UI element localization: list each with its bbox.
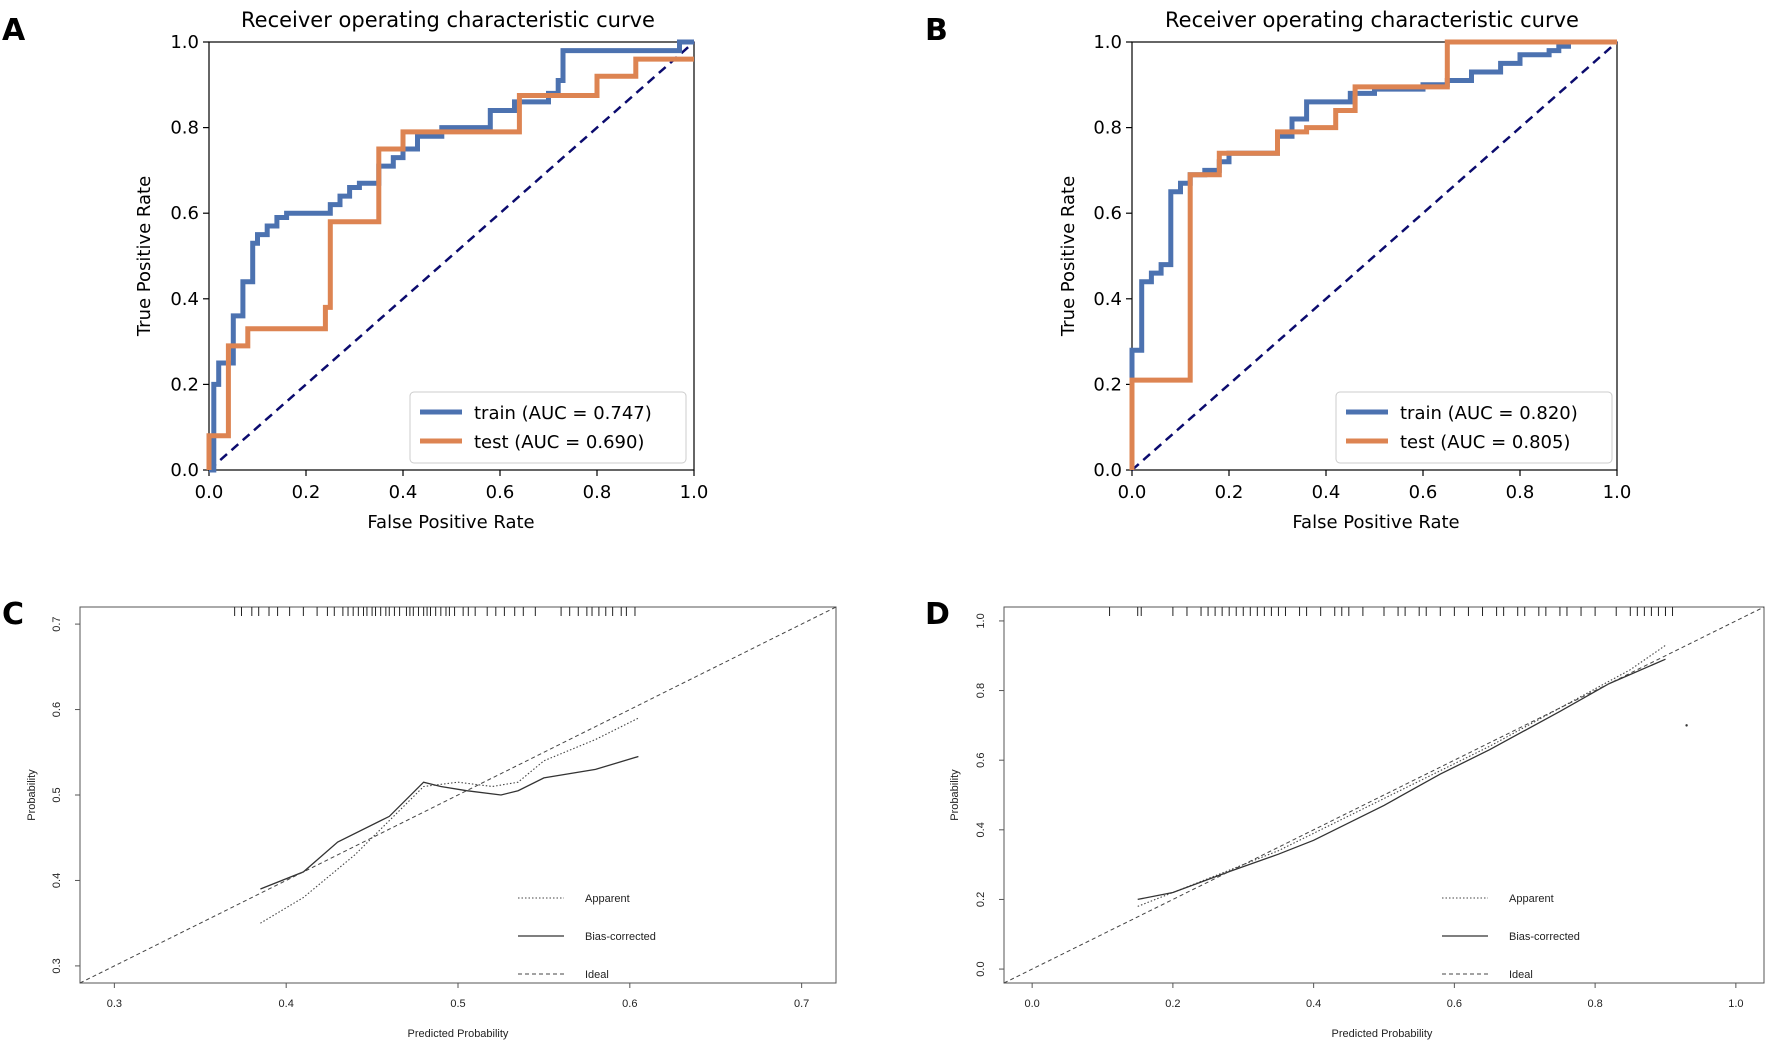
legend-label-bias-corrected: Bias-corrected (1509, 931, 1580, 943)
chance-diagonal-line (208, 41, 695, 471)
x-axis-label: Predicted Probability (1332, 1028, 1433, 1040)
x-tick-label: 1.0 (1603, 482, 1632, 503)
y-tick-label: 0.6 (51, 702, 63, 717)
y-tick-label: 1.0 (1093, 32, 1122, 53)
calibration-line-ideal (79, 606, 837, 984)
y-tick-label: 0.6 (975, 753, 987, 768)
y-tick-label: 0.8 (170, 118, 199, 139)
x-tick-label: 0.0 (1024, 998, 1039, 1010)
x-tick-label: 0.4 (389, 482, 418, 503)
legend-label-train: train (AUC = 0.820) (1400, 403, 1578, 424)
y-tick-label: 1.0 (975, 613, 987, 628)
x-tick-label: 0.6 (622, 998, 637, 1010)
roc-line-test (1129, 39, 1617, 470)
y-tick-label: 0.2 (975, 892, 987, 907)
legend-label-ideal: Ideal (1509, 969, 1533, 981)
calibration-chart-c: 0.3 0.4 0.5 0.6 0.7 0.3 0.4 0.5 0.6 0.7 Predicted… (26, 606, 837, 1040)
y-tick-label: 0.8 (975, 683, 987, 698)
y-tick-label: 0.4 (51, 873, 63, 888)
y-tick-label: 0.0 (1093, 460, 1122, 481)
legend-label-apparent: Apparent (1509, 893, 1554, 905)
roc-chart-b: Receiver operating characteristic curve … (1058, 8, 1631, 533)
y-tick-label: 0.2 (1093, 374, 1122, 395)
x-tick-label: 0.8 (1506, 482, 1535, 503)
roc-line-train (1129, 39, 1617, 470)
y-axis-label: True Positive Rate (1058, 176, 1079, 337)
x-axis-label: False Positive Rate (1292, 512, 1459, 533)
calibration-line-bias-corrected (260, 755, 639, 890)
legend-box (409, 391, 687, 464)
panel-letter-c: C (2, 597, 24, 632)
chart-title: Receiver operating characteristic curve (241, 8, 655, 32)
x-tick-label: 0.0 (1118, 482, 1147, 503)
legend-label-ideal: Ideal (585, 969, 609, 981)
roc-line-test (206, 56, 694, 470)
y-axis-label: Probability (26, 769, 38, 821)
y-tick-label: 0.4 (975, 822, 987, 837)
y-tick-label: 0.4 (170, 289, 199, 310)
y-tick-label: 0.6 (170, 203, 199, 224)
x-tick-label: 1.0 (1728, 998, 1743, 1010)
x-tick-label: 0.7 (794, 998, 809, 1010)
calibration-line-ideal (1003, 606, 1765, 984)
x-tick-label: 0.0 (195, 482, 224, 503)
plot-frame (208, 41, 695, 471)
x-tick-label: 0.6 (1447, 998, 1462, 1010)
y-tick-label: 0.8 (1093, 118, 1122, 139)
legend-label-bias-corrected: Bias-corrected (585, 931, 656, 943)
chance-diagonal-line (1131, 41, 1618, 471)
x-tick-label: 0.8 (583, 482, 612, 503)
panel-letter-d: D (925, 597, 950, 632)
x-tick-label: 0.4 (1306, 998, 1321, 1010)
legend-label-train: train (AUC = 0.747) (474, 403, 652, 424)
legend: Apparent Bias-corrected Ideal (518, 893, 656, 981)
calibration-line-bias-corrected (1137, 658, 1666, 901)
y-tick-label: 0.4 (1093, 289, 1122, 310)
panel-letter-b: B (925, 13, 948, 48)
legend-label-test: test (AUC = 0.690) (474, 432, 644, 453)
x-tick-label: 0.8 (1587, 998, 1602, 1010)
legend-box (1335, 391, 1613, 464)
y-tick-label: 0.2 (170, 374, 199, 395)
legend: Apparent Bias-corrected Ideal (1442, 893, 1580, 981)
x-tick-label: 0.6 (486, 482, 515, 503)
x-tick-label: 0.5 (450, 998, 465, 1010)
y-tick-label: 0.7 (51, 616, 63, 631)
x-tick-label: 0.6 (1409, 482, 1438, 503)
x-tick-label: 0.3 (107, 998, 122, 1010)
x-axis-label: False Positive Rate (367, 512, 534, 533)
legend: train (AUC = 0.747) test (AUC = 0.690) (409, 391, 687, 464)
x-tick-label: 0.2 (292, 482, 321, 503)
y-tick-label: 0.5 (51, 787, 63, 802)
y-tick-label: 0.0 (170, 460, 199, 481)
y-axis-label: True Positive Rate (134, 176, 155, 337)
roc-chart-a: Receiver operating characteristic curve … (134, 8, 708, 533)
calibration-line-apparent (1137, 644, 1666, 907)
x-tick-label: 0.4 (1312, 482, 1341, 503)
y-tick-label: 0.3 (51, 958, 63, 973)
calibration-chart-d: 0.0 0.2 0.4 0.6 0.8 1.0 0.0 0.2 0.4 0.6 0.8 1.0 Pre… (949, 606, 1765, 1040)
panel-letter-a: A (2, 13, 26, 48)
chart-title: Receiver operating characteristic curve (1165, 8, 1579, 32)
x-axis-label: Predicted Probability (408, 1028, 509, 1040)
x-tick-label: 0.4 (279, 998, 294, 1010)
legend-label-test: test (AUC = 0.805) (1400, 432, 1570, 453)
x-tick-label: 0.2 (1165, 998, 1180, 1010)
y-tick-label: 0.0 (975, 961, 987, 976)
x-tick-label: 1.0 (680, 482, 709, 503)
x-tick-label: 0.2 (1215, 482, 1244, 503)
y-tick-label: 0.6 (1093, 203, 1122, 224)
legend: train (AUC = 0.820) test (AUC = 0.805) (1335, 391, 1613, 464)
roc-line-train (209, 39, 694, 473)
calibration-line-apparent (260, 717, 639, 924)
legend-label-apparent: Apparent (585, 893, 630, 905)
y-axis-label: Probability (949, 769, 961, 821)
stray-point (1685, 724, 1688, 727)
plot-frame (1131, 41, 1618, 471)
y-tick-label: 1.0 (170, 32, 199, 53)
